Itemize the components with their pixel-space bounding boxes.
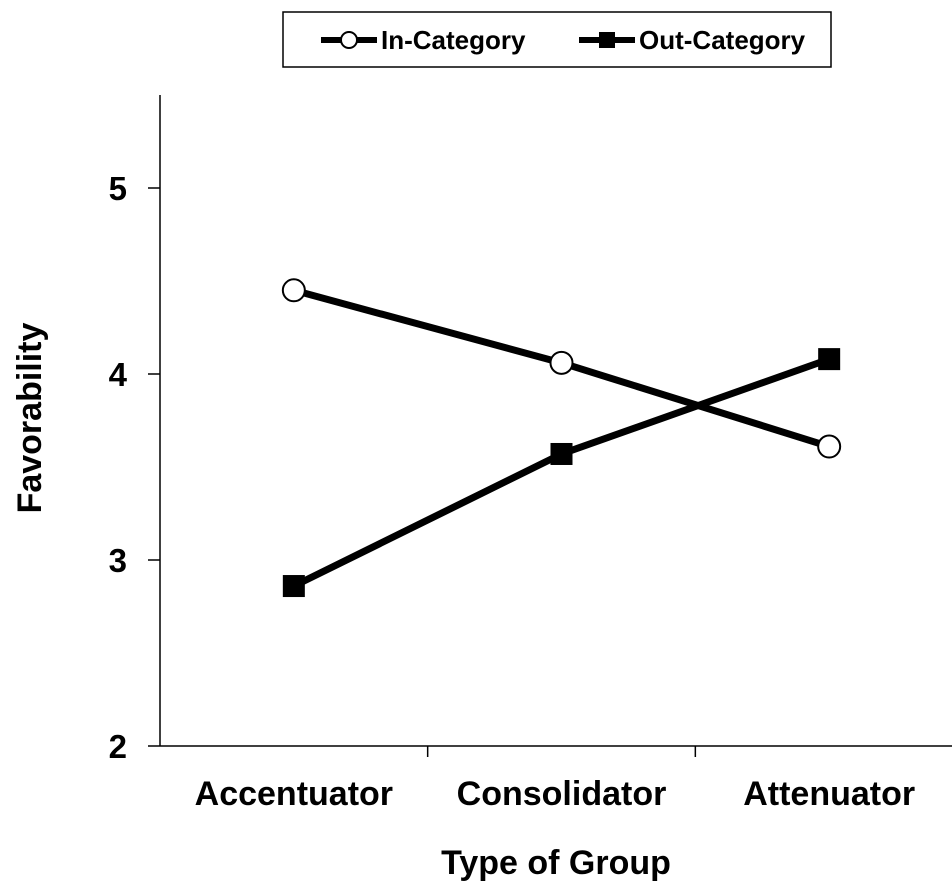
point-in-category-0 bbox=[281, 278, 306, 303]
legend-item-out-category: Out-Category bbox=[579, 25, 806, 55]
legend: In-Category Out-Category bbox=[282, 11, 832, 68]
x-axis-ticks: Accentuator Consolidator Attenuator bbox=[195, 746, 915, 813]
legend-marker-in-category bbox=[340, 31, 358, 49]
series-layer bbox=[281, 278, 842, 598]
point-in-category-2 bbox=[817, 434, 842, 459]
y-tick-label-5: 5 bbox=[109, 170, 127, 207]
point-out-category-1 bbox=[550, 442, 573, 465]
legend-item-in-category: In-Category bbox=[321, 25, 526, 55]
point-in-category-1 bbox=[549, 350, 574, 375]
point-out-category-0 bbox=[282, 575, 305, 598]
y-tick-label-3: 3 bbox=[109, 542, 127, 579]
y-tick-label-4: 4 bbox=[109, 356, 128, 393]
x-axis-title: Type of Group bbox=[441, 844, 671, 881]
x-tick-label-attenuator: Attenuator bbox=[743, 775, 915, 813]
legend-label-in-category: In-Category bbox=[381, 25, 526, 55]
series-line-out-category bbox=[292, 355, 831, 590]
x-tick-label-consolidator: Consolidator bbox=[457, 775, 667, 813]
y-axis-ticks: 2 3 4 5 bbox=[109, 170, 160, 765]
point-out-category-2 bbox=[818, 348, 841, 371]
legend-marker-out-category bbox=[599, 32, 615, 48]
x-tick-label-accentuator: Accentuator bbox=[195, 775, 393, 813]
y-axis-title: Favorability bbox=[11, 322, 49, 513]
legend-label-out-category: Out-Category bbox=[639, 25, 806, 55]
y-tick-label-2: 2 bbox=[109, 728, 127, 765]
